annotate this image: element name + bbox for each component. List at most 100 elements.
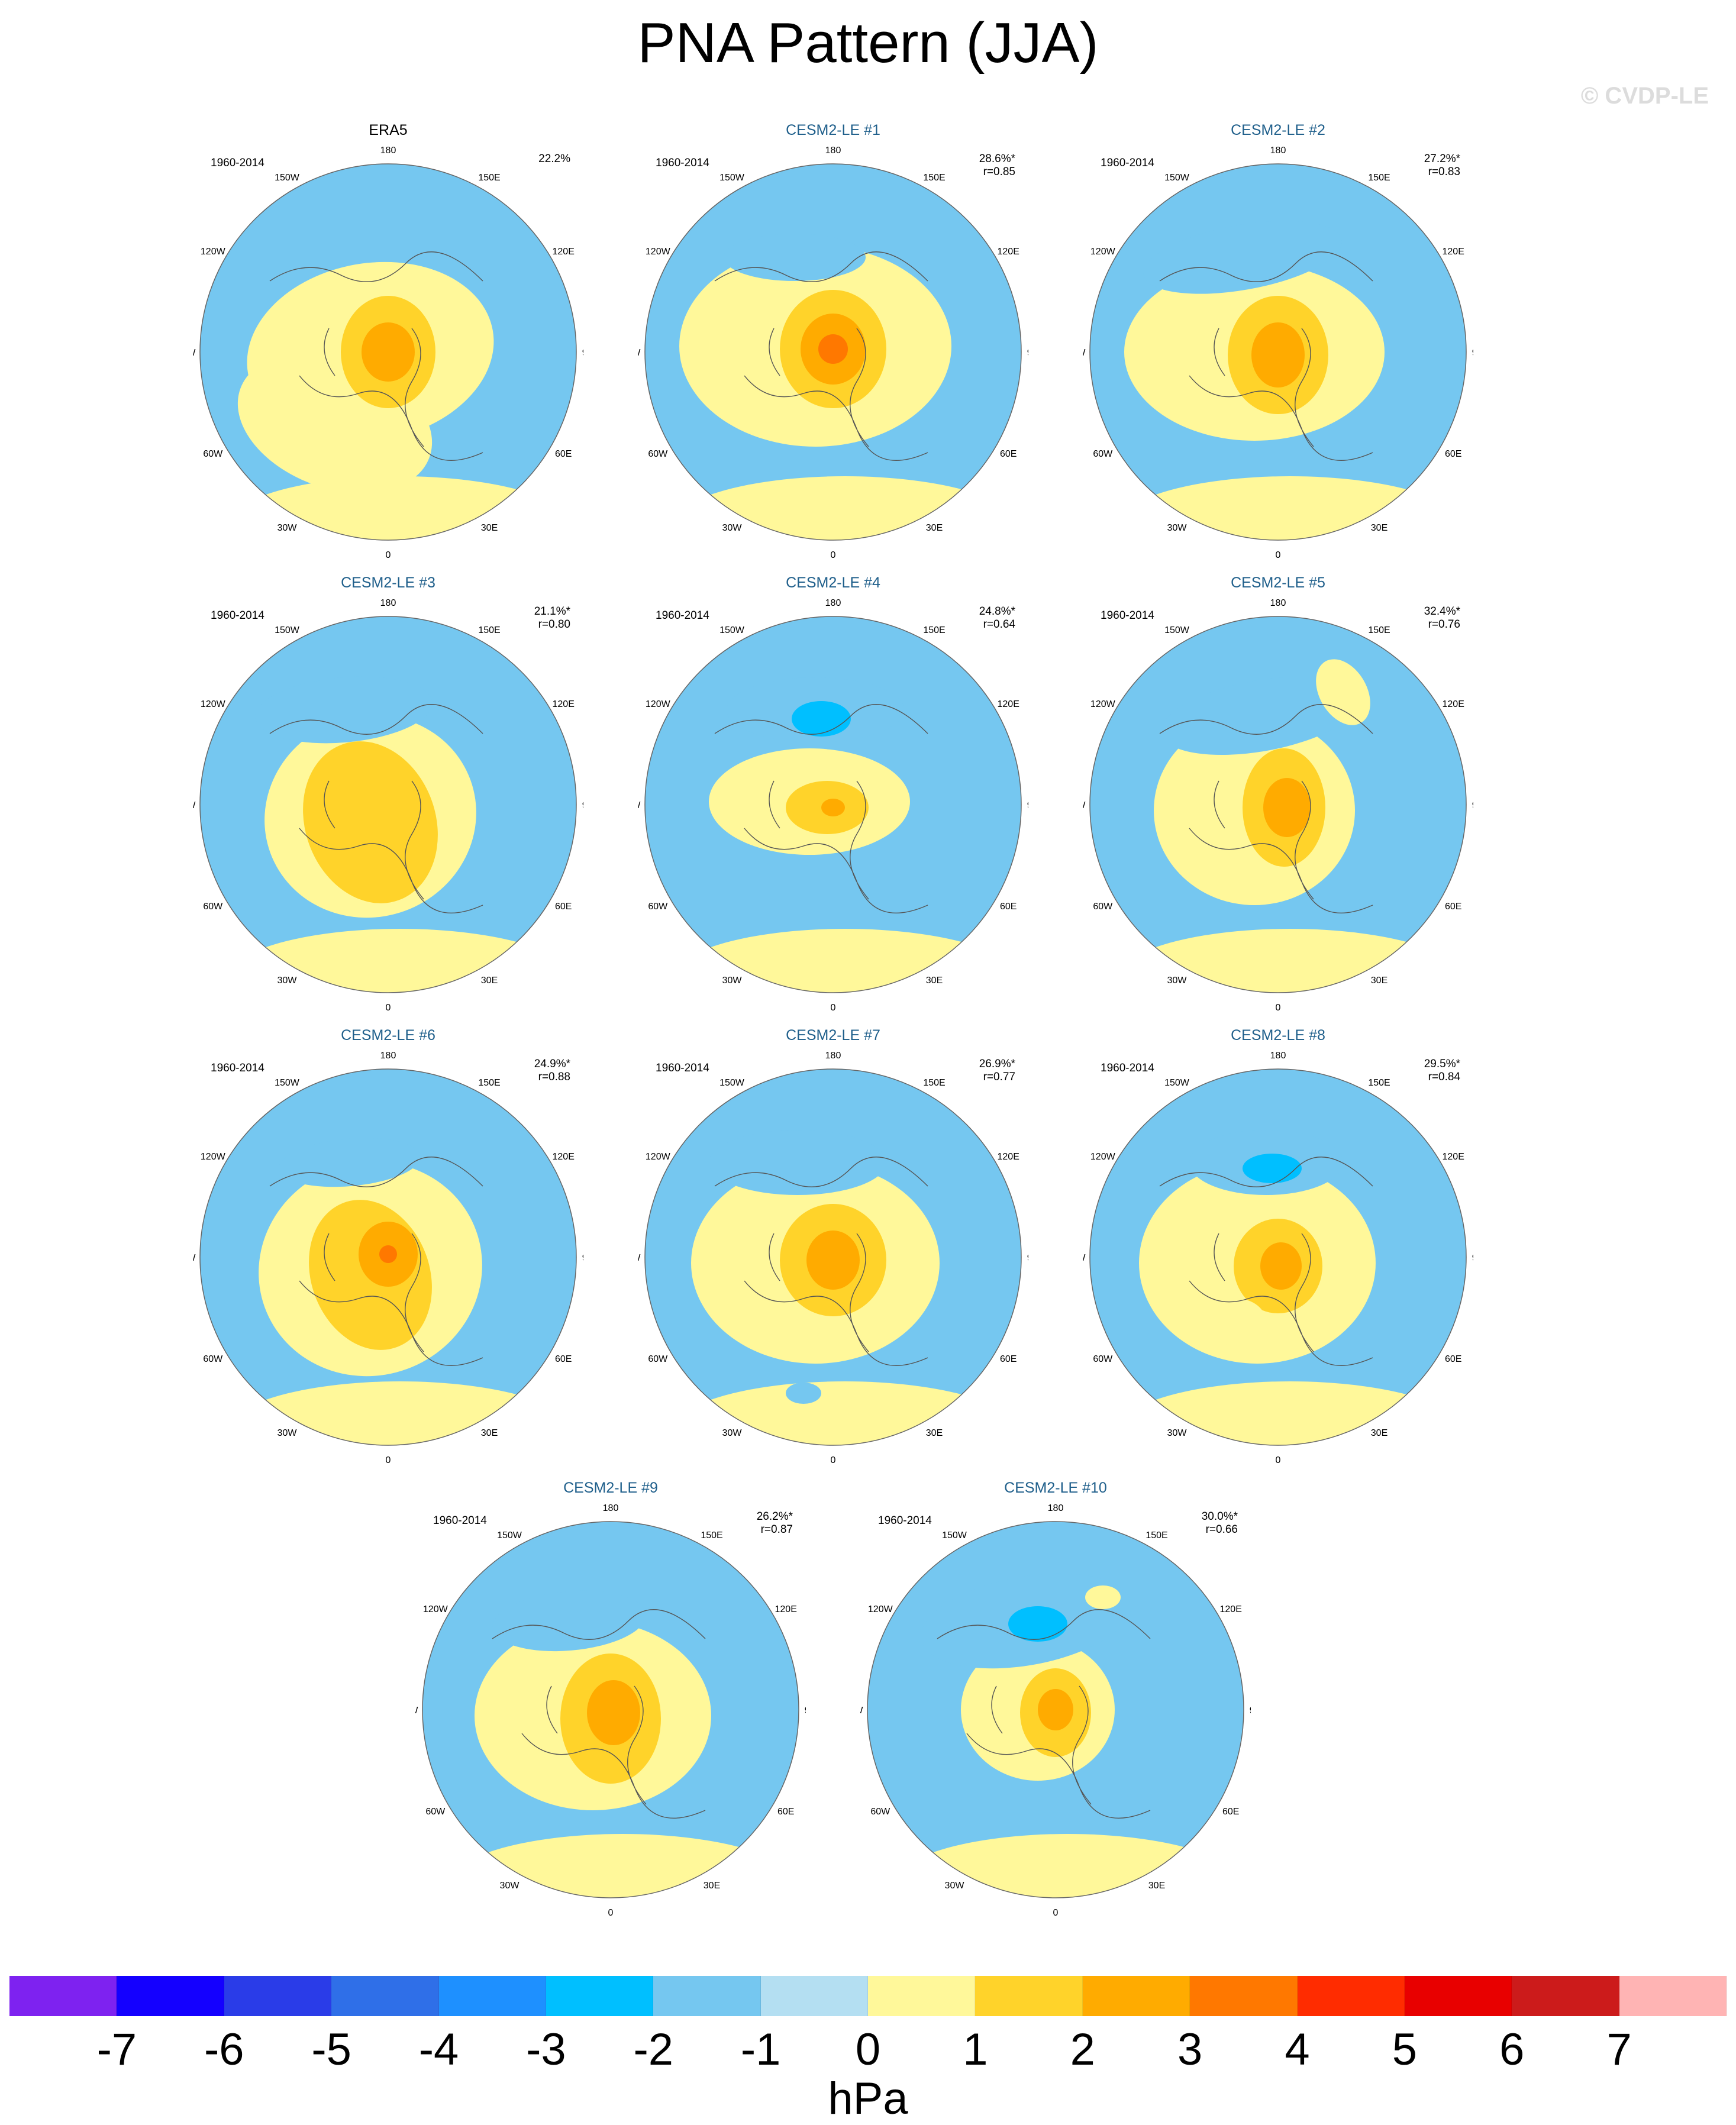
pattern-correlation: r=0.88 xyxy=(538,1071,570,1083)
field-contour xyxy=(1161,676,1360,755)
longitude-label: 120E xyxy=(775,1604,797,1614)
longitude-label: 120W xyxy=(646,247,671,257)
field-contour xyxy=(587,1680,640,1745)
longitude-label: 30E xyxy=(481,1428,498,1438)
colorbar-swatch xyxy=(331,1976,439,2016)
colorbar-tick-label: -1 xyxy=(740,2024,781,2075)
longitude-label: 120E xyxy=(998,699,1019,709)
longitude-label: 60E xyxy=(1000,902,1017,912)
longitude-label: 120W xyxy=(1090,1152,1116,1162)
panel-title: CESM2-LE #10 xyxy=(1004,1480,1107,1496)
longitude-label: 30W xyxy=(722,1428,743,1438)
pattern-correlation: r=0.85 xyxy=(983,166,1015,178)
coastline xyxy=(937,1609,1151,1819)
colorbar-tick-label: 6 xyxy=(1499,2024,1525,2075)
longitude-label: 90E xyxy=(1027,800,1028,810)
longitude-label: 60W xyxy=(203,902,223,912)
field-contour xyxy=(709,1130,886,1195)
map-panel: 180 150E 120E 90E 60E 30E 0 30W 60W 90W 120W 150W CE… xyxy=(638,574,1028,1023)
page-title: PNA Pattern (JJA) xyxy=(637,11,1099,75)
panel-title: CESM2-LE #3 xyxy=(341,574,435,591)
longitude-label: 0 xyxy=(1276,1003,1281,1013)
polar-map: 180 150E 120E 90E 60E 30E 0 30W 60W 90W 120W 150W xyxy=(1083,1051,1473,1465)
colorbar-tick-label: 5 xyxy=(1392,2024,1418,2075)
colorbar-units: hPa xyxy=(828,2074,908,2124)
colorbar-swatch xyxy=(117,1976,224,2016)
colorbar-tick-label: 2 xyxy=(1070,2024,1095,2075)
polar-map: 180 150E 120E 90E 60E 30E 0 30W 60W 90W 120W 150W xyxy=(193,146,583,560)
longitude-label: 0 xyxy=(608,1908,614,1918)
field-contour xyxy=(1085,1585,1121,1609)
map-panel: 180 150E 120E 90E 60E 30E 0 30W 60W 90W 120W 150W CE… xyxy=(1083,121,1473,571)
polar-map: 180 150E 120E 90E 60E 30E 0 30W 60W 90W 120W 150W xyxy=(638,598,1028,1013)
longitude-label: 120W xyxy=(201,247,226,257)
colorbar-tick-label: -2 xyxy=(633,2024,674,2075)
longitude-label: 60E xyxy=(1000,449,1017,459)
field-contour xyxy=(1112,476,1466,540)
longitude-label: 150W xyxy=(1164,625,1190,635)
map-border xyxy=(644,1068,1022,1446)
longitude-label: 60E xyxy=(1445,902,1461,912)
longitude-label: 150E xyxy=(701,1530,722,1541)
longitude-label: 90W xyxy=(415,1706,418,1716)
longitude-label: 150W xyxy=(719,1078,745,1088)
map-border xyxy=(644,163,1022,541)
period-label: 1960-2014 xyxy=(1101,157,1154,169)
colorbar-tick-label: -6 xyxy=(204,2024,244,2075)
map-panel: 180 150E 120E 90E 60E 30E 0 30W 60W 90W 120W 150W CE… xyxy=(193,574,583,1023)
longitude-label: 120W xyxy=(201,1152,226,1162)
longitude-label: 150E xyxy=(478,173,500,183)
field-contour xyxy=(1251,322,1305,387)
coastline xyxy=(1159,251,1373,461)
longitude-label: 120W xyxy=(646,699,671,709)
longitude-label: 120E xyxy=(1443,1152,1464,1162)
longitude-label: 120E xyxy=(553,699,575,709)
colorbar-tick-label: -3 xyxy=(526,2024,566,2075)
field-contour xyxy=(1260,1242,1302,1290)
longitude-label: 180 xyxy=(380,598,396,608)
polar-map: 180 150E 120E 90E 60E 30E 0 30W 60W 90W 120W 150W xyxy=(860,1503,1251,1918)
variance-label: 29.5%* r=0.84 xyxy=(1407,1058,1460,1084)
colorbar-swatch xyxy=(9,1976,117,2016)
longitude-label: 90W xyxy=(638,1253,641,1263)
polar-map: 180 150E 120E 90E 60E 30E 0 30W 60W 90W 120W 150W xyxy=(1083,146,1473,560)
field-contour xyxy=(1038,1689,1073,1730)
longitude-label: 150E xyxy=(923,1078,945,1088)
pattern-correlation: r=0.80 xyxy=(538,618,570,631)
longitude-label: 120W xyxy=(646,1152,671,1162)
panel-title: CESM2-LE #6 xyxy=(341,1027,435,1044)
longitude-label: 150W xyxy=(275,625,300,635)
longitude-label: 90W xyxy=(638,348,641,358)
colorbar-swatch xyxy=(1512,1976,1619,2016)
longitude-label: 90E xyxy=(1027,348,1028,358)
longitude-label: 150E xyxy=(1368,625,1390,635)
longitude-label: 150E xyxy=(478,1078,500,1088)
longitude-label: 0 xyxy=(386,550,391,560)
colorbar-tick-label: 4 xyxy=(1285,2024,1310,2075)
colorbar-labels: -7 -6 -5 -4 -3 -2 -1 0 1 2 3 4 5 6 7 xyxy=(9,2023,1727,2076)
period-label: 1960-2014 xyxy=(211,157,264,169)
longitude-label: 180 xyxy=(825,146,841,156)
percent-variance: 28.6%* xyxy=(979,153,1015,165)
field-contour xyxy=(667,1381,1021,1445)
coastline xyxy=(1159,704,1373,913)
longitude-label: 120E xyxy=(1443,247,1464,257)
map-panel: 180 150E 120E 90E 60E 30E 0 30W 60W 90W 120W 150W CE… xyxy=(193,1026,583,1476)
polar-map: 180 150E 120E 90E 60E 30E 0 30W 60W 90W 120W 150W xyxy=(638,146,1028,560)
longitude-label: 150W xyxy=(1164,173,1190,183)
period-label: 1960-2014 xyxy=(656,1062,709,1074)
longitude-label: 180 xyxy=(380,1051,396,1061)
panel-title: CESM2-LE #1 xyxy=(786,122,880,138)
longitude-label: 0 xyxy=(831,1003,836,1013)
longitude-label: 90W xyxy=(860,1706,863,1716)
longitude-label: 180 xyxy=(380,146,396,156)
longitude-label: 0 xyxy=(1276,550,1281,560)
colorbar-tick-label: 3 xyxy=(1177,2024,1203,2075)
variance-label: 32.4%* r=0.76 xyxy=(1407,605,1460,631)
coastline xyxy=(269,1157,483,1366)
coastline xyxy=(714,704,928,913)
period-label: 1960-2014 xyxy=(433,1514,487,1527)
longitude-label: 90E xyxy=(582,348,583,358)
longitude-label: 30W xyxy=(945,1881,965,1891)
longitude-label: 30E xyxy=(704,1881,720,1891)
